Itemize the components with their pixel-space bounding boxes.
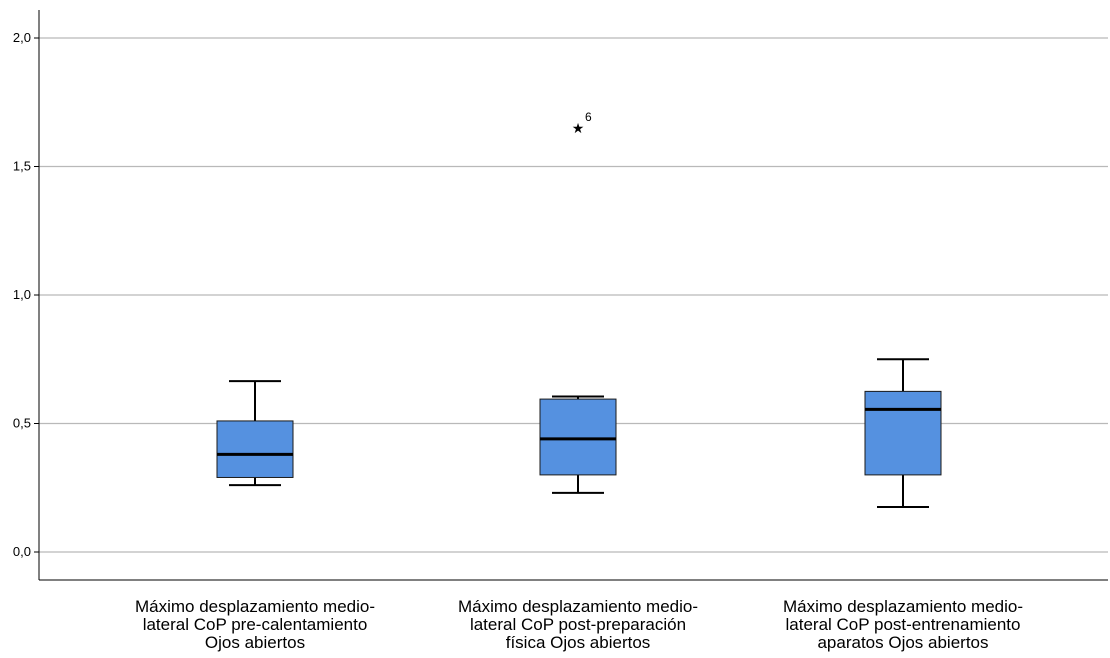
box-iqr bbox=[539, 398, 617, 476]
category-label-line: lateral CoP post-preparación bbox=[470, 615, 686, 634]
category-labels: Máximo desplazamiento medio-lateral CoP … bbox=[135, 597, 1023, 652]
category-label-line: lateral CoP post-entrenamiento bbox=[786, 615, 1021, 634]
y-tick-label: 2,0 bbox=[13, 30, 31, 45]
category-label-line: Ojos abiertos bbox=[205, 633, 305, 652]
category-label-line: lateral CoP pre-calentamiento bbox=[143, 615, 368, 634]
y-tick-label: 1,0 bbox=[13, 287, 31, 302]
category-label: Máximo desplazamiento medio-lateral CoP … bbox=[783, 597, 1023, 652]
category-label: Máximo desplazamiento medio-lateral CoP … bbox=[458, 597, 698, 652]
axes bbox=[38, 10, 1108, 581]
box-series: ★6 bbox=[216, 110, 942, 509]
category-label-line: Máximo desplazamiento medio- bbox=[783, 597, 1023, 616]
category-label-line: aparatos Ojos abiertos bbox=[817, 633, 988, 652]
outlier-label: 6 bbox=[585, 110, 592, 124]
y-tick-label: 0,0 bbox=[13, 544, 31, 559]
box-item: ★6 bbox=[539, 110, 617, 494]
outlier-marker: ★ bbox=[572, 121, 585, 137]
category-label-line: física Ojos abiertos bbox=[506, 633, 651, 652]
box-item bbox=[216, 380, 294, 487]
box-iqr bbox=[216, 420, 294, 478]
y-tick-labels: 0,0 0,5 1,0 1,5 2,0 bbox=[13, 30, 31, 559]
category-label-line: Máximo desplazamiento medio- bbox=[458, 597, 698, 616]
y-tick-label: 0,5 bbox=[13, 416, 31, 431]
box-iqr bbox=[864, 390, 942, 476]
category-label-line: Máximo desplazamiento medio- bbox=[135, 597, 375, 616]
y-tick-label: 1,5 bbox=[13, 159, 31, 174]
category-label: Máximo desplazamiento medio-lateral CoP … bbox=[135, 597, 375, 652]
box-item bbox=[864, 358, 942, 509]
